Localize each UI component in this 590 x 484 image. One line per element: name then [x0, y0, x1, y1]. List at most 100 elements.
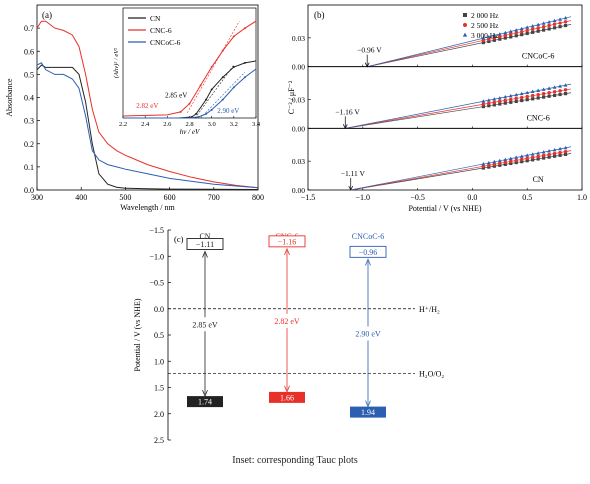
inset-x-tick-label: 2.4 — [141, 121, 150, 128]
vb-value: 1.74 — [198, 398, 212, 407]
y-tick-label-a: 0.1 — [24, 163, 34, 172]
marker-square — [509, 161, 513, 166]
marker-circle — [525, 94, 529, 99]
marker-triangle — [558, 17, 562, 21]
cb-box — [349, 245, 387, 258]
marker-triangle — [508, 93, 513, 98]
fit-line — [350, 146, 572, 191]
marker-square — [514, 160, 518, 165]
inset-point — [195, 112, 198, 115]
inset-x-tick-label: 3.0 — [208, 121, 216, 128]
series-line-cn — [36, 64, 259, 190]
panel-a-label: (a) — [42, 10, 52, 20]
inset-annotation-cnc6: 2.82 eV — [136, 102, 158, 110]
marker-triangle — [503, 30, 508, 35]
figure-caption: Inset: corresponding Tauc plots — [232, 455, 358, 466]
marker-triangle — [547, 20, 552, 24]
marker-circle — [520, 157, 524, 162]
marker-triangle — [492, 33, 497, 37]
marker-square — [503, 162, 507, 166]
marker-circle — [487, 37, 491, 41]
marker-triangle — [541, 150, 546, 154]
marker-circle — [525, 28, 529, 33]
inset-point — [205, 98, 208, 101]
inset-point — [210, 108, 213, 111]
marker-triangle — [486, 34, 491, 39]
marker-circle — [492, 100, 497, 105]
marker-circle — [509, 97, 513, 102]
y-axis-label-a: Absorbance — [5, 78, 14, 117]
marker-triangle — [536, 22, 541, 27]
marker-triangle — [486, 160, 491, 165]
flatband-label: −1.11 V — [341, 169, 366, 178]
inset-x-tick-label: 3.4 — [252, 121, 261, 128]
cb-value: −0.96 — [359, 248, 378, 257]
y-axis-label-b: C⁻² / μF⁻² — [287, 80, 296, 114]
y-tick-label-a: 0.5 — [24, 70, 34, 79]
marker-triangle — [536, 151, 541, 155]
marker-square — [558, 92, 562, 97]
marker-square — [547, 27, 551, 31]
inset-tangent-line — [200, 71, 246, 119]
marker-square — [487, 39, 491, 44]
marker-square — [558, 153, 562, 157]
marker-circle — [503, 33, 507, 38]
marker-circle — [498, 34, 502, 39]
marker-square — [503, 101, 507, 105]
x-tick-label-a: 600 — [164, 193, 176, 202]
marker-circle — [563, 20, 568, 24]
band-arrowhead-down — [365, 400, 371, 408]
marker-circle — [547, 23, 551, 28]
vb-box — [269, 391, 305, 403]
marker-triangle — [530, 24, 535, 28]
x-tick-label-b: 1.0 — [577, 193, 587, 202]
marker-square — [563, 92, 568, 96]
marker-square — [487, 104, 491, 108]
y-tick-label-c: 0.5 — [154, 331, 164, 340]
inset-point — [221, 98, 224, 101]
marker-triangle — [547, 86, 552, 90]
marker-triangle — [514, 28, 519, 32]
flatband-label: −1.16 V — [335, 107, 360, 116]
marker-square — [525, 98, 529, 102]
inset-tangent-line — [194, 64, 235, 119]
marker-triangle — [563, 145, 568, 150]
marker-triangle — [508, 29, 513, 33]
marker-triangle — [530, 89, 535, 94]
marker-circle — [563, 88, 568, 92]
marker-triangle — [536, 88, 541, 92]
marker-circle — [481, 164, 486, 168]
marker-circle — [492, 36, 497, 40]
marker-square — [498, 37, 502, 41]
y-tick-label-b: 0.03 — [292, 157, 305, 166]
x-tick-label-b: −1.0 — [356, 193, 371, 202]
marker-circle — [563, 149, 568, 154]
legend-marker-square — [463, 13, 467, 17]
marker-square — [487, 165, 491, 169]
legend-marker-circle — [463, 23, 467, 27]
marker-square — [563, 152, 568, 156]
marker-square — [563, 23, 568, 28]
inset-point — [188, 102, 191, 105]
inset-point — [199, 84, 202, 87]
marker-square — [520, 98, 524, 103]
inset-annotation-cncoc6: 2.90 eV — [217, 107, 239, 115]
panel-b-label: (b) — [314, 10, 325, 20]
marker-triangle — [519, 91, 524, 96]
inset-x-tick-label: 3.2 — [230, 121, 238, 128]
marker-circle — [547, 152, 551, 157]
y-tick-label-b: 0.00 — [292, 186, 305, 195]
marker-triangle — [552, 85, 557, 89]
inset-x-tick-label: 2.2 — [119, 121, 127, 128]
marker-circle — [525, 156, 529, 161]
marker-circle — [503, 98, 507, 103]
band-arrowhead-down — [202, 389, 208, 398]
x-axis-label-a: Wavelength / nm — [120, 203, 175, 212]
marker-square — [536, 29, 540, 33]
marker-triangle — [552, 18, 557, 23]
x-axis-label-b: Potential / V (vs NHE) — [408, 204, 481, 213]
y-tick-label-c: 2.5 — [154, 436, 164, 445]
marker-circle — [536, 26, 540, 30]
cb-value: −1.11 — [196, 240, 214, 249]
marker-triangle — [558, 84, 562, 88]
